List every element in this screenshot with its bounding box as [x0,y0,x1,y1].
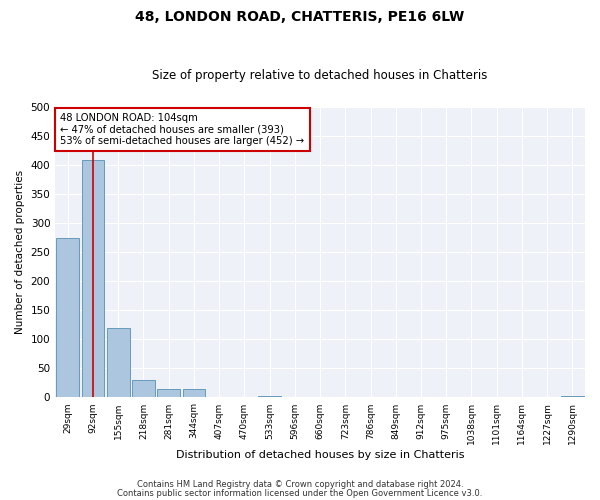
Bar [561,396,584,398]
Bar [258,396,281,398]
Text: Contains public sector information licensed under the Open Government Licence v3: Contains public sector information licen… [118,488,482,498]
Bar [56,238,79,398]
Bar [132,380,155,398]
Bar [182,388,205,398]
Text: 48 LONDON ROAD: 104sqm
← 47% of detached houses are smaller (393)
53% of semi-de: 48 LONDON ROAD: 104sqm ← 47% of detached… [61,112,305,146]
Bar [157,388,180,398]
Bar [107,328,130,398]
Bar [208,397,230,398]
Text: Contains HM Land Registry data © Crown copyright and database right 2024.: Contains HM Land Registry data © Crown c… [137,480,463,489]
X-axis label: Distribution of detached houses by size in Chatteris: Distribution of detached houses by size … [176,450,464,460]
Bar [82,160,104,398]
Title: Size of property relative to detached houses in Chatteris: Size of property relative to detached ho… [152,69,488,82]
Y-axis label: Number of detached properties: Number of detached properties [15,170,25,334]
Text: 48, LONDON ROAD, CHATTERIS, PE16 6LW: 48, LONDON ROAD, CHATTERIS, PE16 6LW [136,10,464,24]
